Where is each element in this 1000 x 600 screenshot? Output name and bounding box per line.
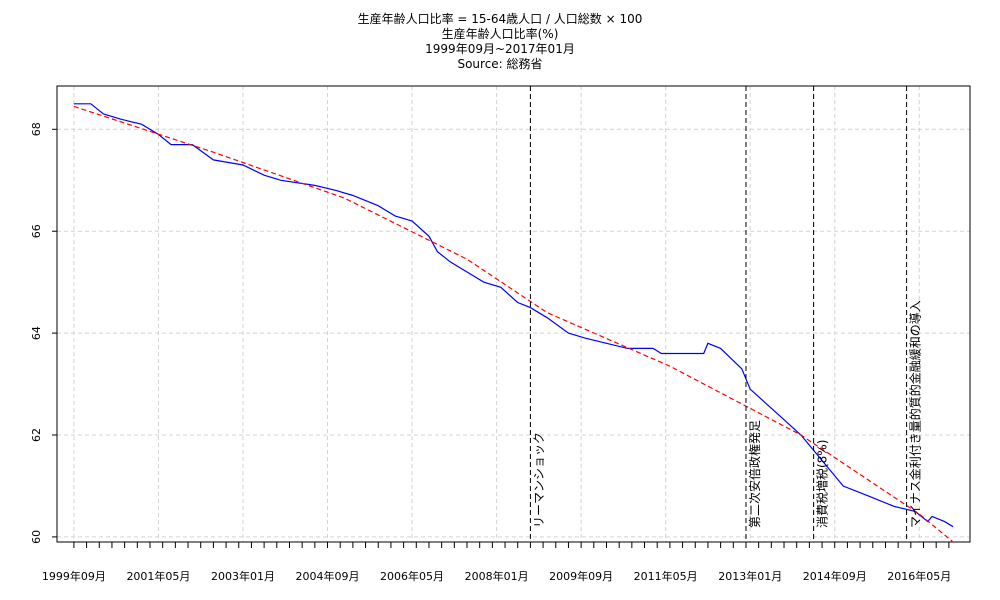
y-tick-label: 66: [30, 224, 43, 238]
chart-title-line-1: 生産年齢人口比率 = 15-64歳人口 / 人口総数 × 100: [357, 12, 643, 26]
event-label: マイナス金利付き量的質的金融緩和の導入: [907, 300, 922, 528]
x-tick-label: 2001年05月: [126, 569, 190, 583]
series-line-actual: [73, 103, 954, 528]
x-tick-label: 2013年01月: [718, 569, 782, 583]
x-tick-label: 1999年09月: [42, 569, 106, 583]
chart-title-line-3: 1999年09月~2017年01月: [425, 42, 575, 56]
series-line-trend: [73, 105, 954, 543]
chart-title-block: 生産年齢人口比率 = 15-64歳人口 / 人口総数 × 100 生産年齢人口比…: [0, 12, 1000, 72]
event-label: 消費税増税(8%): [814, 440, 829, 528]
x-tick-label: 2014年09月: [803, 569, 867, 583]
event-label: 第二次安倍政権発足: [747, 420, 762, 528]
event-label: リーマンショック: [532, 432, 546, 528]
x-tick-label: 2004年09月: [296, 569, 360, 583]
x-tick-label: 2003年01月: [211, 569, 275, 583]
x-tick-label: 2008年01月: [465, 569, 529, 583]
x-tick-label: 2011年05月: [634, 569, 698, 583]
x-tick-label: 2006年05月: [380, 569, 444, 583]
plot-frame: [56, 85, 971, 543]
y-tick-label: 64: [30, 326, 43, 340]
x-tick-label: 2016年05月: [887, 569, 951, 583]
y-tick-label: 62: [30, 428, 43, 442]
y-tick-label: 60: [30, 530, 43, 544]
y-tick-label: 68: [30, 122, 43, 136]
chart-title-line-4: Source: 総務省: [457, 57, 543, 71]
x-tick-label: 2009年09月: [549, 569, 613, 583]
chart-title-line-2: 生産年齢人口比率(%): [441, 27, 559, 41]
